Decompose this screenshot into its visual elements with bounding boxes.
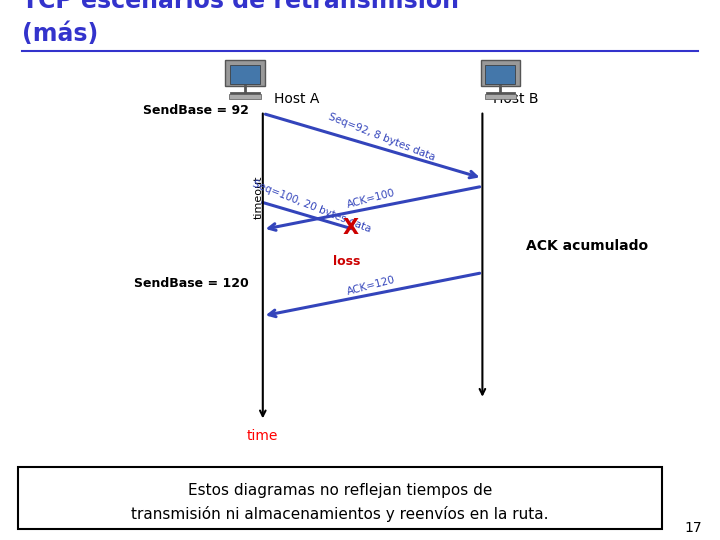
- Text: Estos diagramas no reflejan tiempos de: Estos diagramas no reflejan tiempos de: [188, 483, 492, 498]
- Text: Host A: Host A: [274, 92, 319, 106]
- Text: TCP escenarios de retransmisión: TCP escenarios de retransmisión: [22, 0, 459, 14]
- Text: X: X: [343, 218, 359, 239]
- Bar: [485, 65, 516, 84]
- Text: ACK=120: ACK=120: [346, 274, 397, 297]
- Text: Seq=100, 20 bytes data: Seq=100, 20 bytes data: [251, 179, 373, 234]
- Text: time: time: [247, 429, 279, 443]
- Text: ACK=100: ACK=100: [346, 188, 397, 211]
- Bar: [230, 65, 260, 84]
- Text: transmisión ni almacenamientos y reenvíos en la ruta.: transmisión ni almacenamientos y reenvío…: [132, 505, 549, 522]
- Bar: [225, 60, 265, 86]
- Text: 17: 17: [685, 521, 702, 535]
- Text: loss: loss: [333, 255, 361, 268]
- Text: (más): (más): [22, 22, 98, 46]
- Text: SendBase = 120: SendBase = 120: [134, 277, 248, 290]
- Text: SendBase = 92: SendBase = 92: [143, 104, 248, 117]
- FancyBboxPatch shape: [18, 467, 662, 529]
- Bar: [229, 94, 261, 99]
- Text: ACK acumulado: ACK acumulado: [526, 239, 648, 253]
- Text: Host B: Host B: [493, 92, 539, 106]
- Bar: [485, 94, 516, 99]
- Text: Seq=92, 8 bytes data: Seq=92, 8 bytes data: [327, 111, 436, 163]
- Text: timeout: timeout: [254, 176, 264, 219]
- Bar: [481, 60, 521, 86]
